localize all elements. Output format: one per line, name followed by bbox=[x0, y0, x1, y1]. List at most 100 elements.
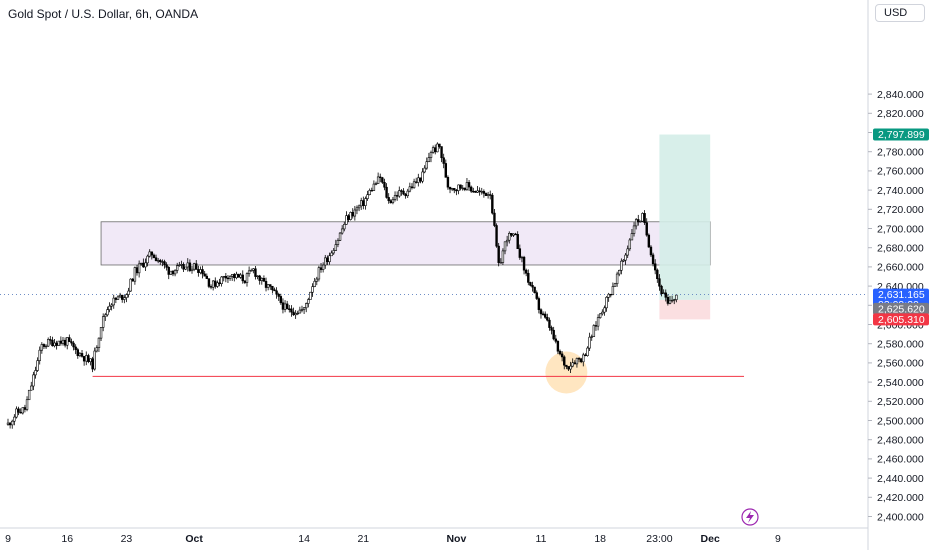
candle-body bbox=[116, 296, 120, 300]
candle-body bbox=[607, 293, 610, 298]
candle-body bbox=[586, 347, 589, 356]
candle-body bbox=[495, 225, 498, 247]
candle-body bbox=[670, 299, 674, 302]
currency-button[interactable]: USD bbox=[875, 4, 925, 22]
symbol-title[interactable]: Gold Spot / U.S. Dollar, 6h, OANDA bbox=[8, 7, 199, 21]
candle-body bbox=[658, 278, 661, 287]
candle-body bbox=[577, 358, 581, 360]
candle-body bbox=[190, 268, 194, 271]
price-tag-label: 2,631.165 bbox=[878, 289, 925, 301]
candle-body bbox=[596, 317, 600, 327]
y-tick-label: 2,660.000 bbox=[877, 262, 924, 274]
candle-body bbox=[135, 267, 139, 274]
candle-body bbox=[38, 349, 41, 361]
candle-body bbox=[544, 313, 547, 318]
candle-body bbox=[533, 286, 536, 293]
candle-body bbox=[662, 292, 665, 295]
y-tick-label: 2,580.000 bbox=[877, 339, 924, 351]
candle-body bbox=[594, 325, 598, 327]
candle-body bbox=[385, 186, 388, 198]
candle-body bbox=[15, 408, 18, 418]
candle-body bbox=[218, 282, 221, 285]
candle-body bbox=[165, 264, 168, 268]
candle-body bbox=[374, 183, 378, 185]
candle-body bbox=[579, 358, 583, 363]
candle-body bbox=[192, 263, 196, 270]
candle-body bbox=[328, 255, 331, 263]
candles bbox=[6, 142, 678, 429]
candle-body bbox=[548, 319, 551, 328]
candle-body bbox=[78, 353, 82, 357]
candle-body bbox=[171, 270, 175, 275]
candle-body bbox=[372, 183, 376, 191]
candle-body bbox=[250, 270, 253, 272]
candle-body bbox=[57, 340, 60, 346]
candle-body bbox=[622, 259, 625, 262]
candle-body bbox=[641, 213, 644, 222]
candle-body bbox=[444, 163, 448, 178]
candle-body bbox=[398, 190, 401, 197]
y-tick-label: 2,820.000 bbox=[877, 108, 924, 120]
candle-body bbox=[55, 342, 58, 346]
x-tick-label: 11 bbox=[536, 533, 547, 545]
candle-body bbox=[529, 282, 532, 286]
candle-body bbox=[406, 190, 409, 197]
candle-body bbox=[85, 355, 88, 362]
candle-body bbox=[505, 239, 509, 243]
candle-body bbox=[243, 280, 247, 283]
candle-body bbox=[489, 194, 492, 196]
candle-body bbox=[389, 200, 393, 204]
candle-body bbox=[148, 251, 151, 257]
x-tick-label: 21 bbox=[357, 533, 369, 545]
candle-body bbox=[205, 275, 209, 279]
candle-body bbox=[590, 336, 593, 338]
candle-body bbox=[338, 232, 342, 241]
candle-body bbox=[114, 297, 118, 300]
candle-body bbox=[675, 294, 678, 300]
candle-body bbox=[233, 274, 236, 279]
candle-body bbox=[340, 228, 344, 234]
candle-body bbox=[176, 265, 179, 271]
candle-body bbox=[421, 171, 424, 182]
candle-body bbox=[258, 275, 261, 281]
candle-body bbox=[36, 360, 39, 371]
candle-body bbox=[184, 266, 187, 270]
candle-body bbox=[140, 262, 143, 265]
candle-body bbox=[63, 339, 67, 346]
candle-body bbox=[209, 286, 213, 288]
x-tick-label: Nov bbox=[446, 533, 466, 545]
candle-body bbox=[461, 187, 464, 190]
candle-body bbox=[235, 273, 238, 279]
candle-body bbox=[503, 241, 507, 252]
candle-body bbox=[357, 205, 361, 209]
candle-body bbox=[575, 358, 579, 365]
candle-body bbox=[173, 270, 177, 275]
candle-body bbox=[313, 280, 316, 287]
candle-body bbox=[70, 341, 73, 344]
candle-body bbox=[429, 152, 433, 158]
candle-body bbox=[285, 303, 289, 310]
candle-body bbox=[82, 356, 86, 362]
candle-body bbox=[266, 284, 270, 288]
candle-body bbox=[508, 233, 511, 241]
candle-body bbox=[558, 350, 562, 355]
candle-body bbox=[345, 215, 348, 225]
candle-body bbox=[230, 274, 234, 277]
candle-body bbox=[634, 219, 638, 227]
candle-body bbox=[370, 190, 373, 192]
candle-body bbox=[643, 213, 646, 223]
candle-body bbox=[216, 282, 219, 287]
candle-body bbox=[302, 307, 306, 310]
candle-body bbox=[163, 261, 166, 265]
candle-body bbox=[391, 199, 395, 204]
x-tick-label: 9 bbox=[775, 533, 781, 545]
y-tick-label: 2,560.000 bbox=[877, 358, 924, 370]
lightning-icon[interactable] bbox=[741, 508, 759, 526]
candle-body bbox=[520, 256, 524, 259]
candle-body bbox=[552, 329, 555, 340]
drawing-zones bbox=[0, 134, 868, 394]
candle-body bbox=[565, 364, 568, 367]
candle-body bbox=[315, 278, 318, 282]
candle-body bbox=[169, 270, 173, 275]
